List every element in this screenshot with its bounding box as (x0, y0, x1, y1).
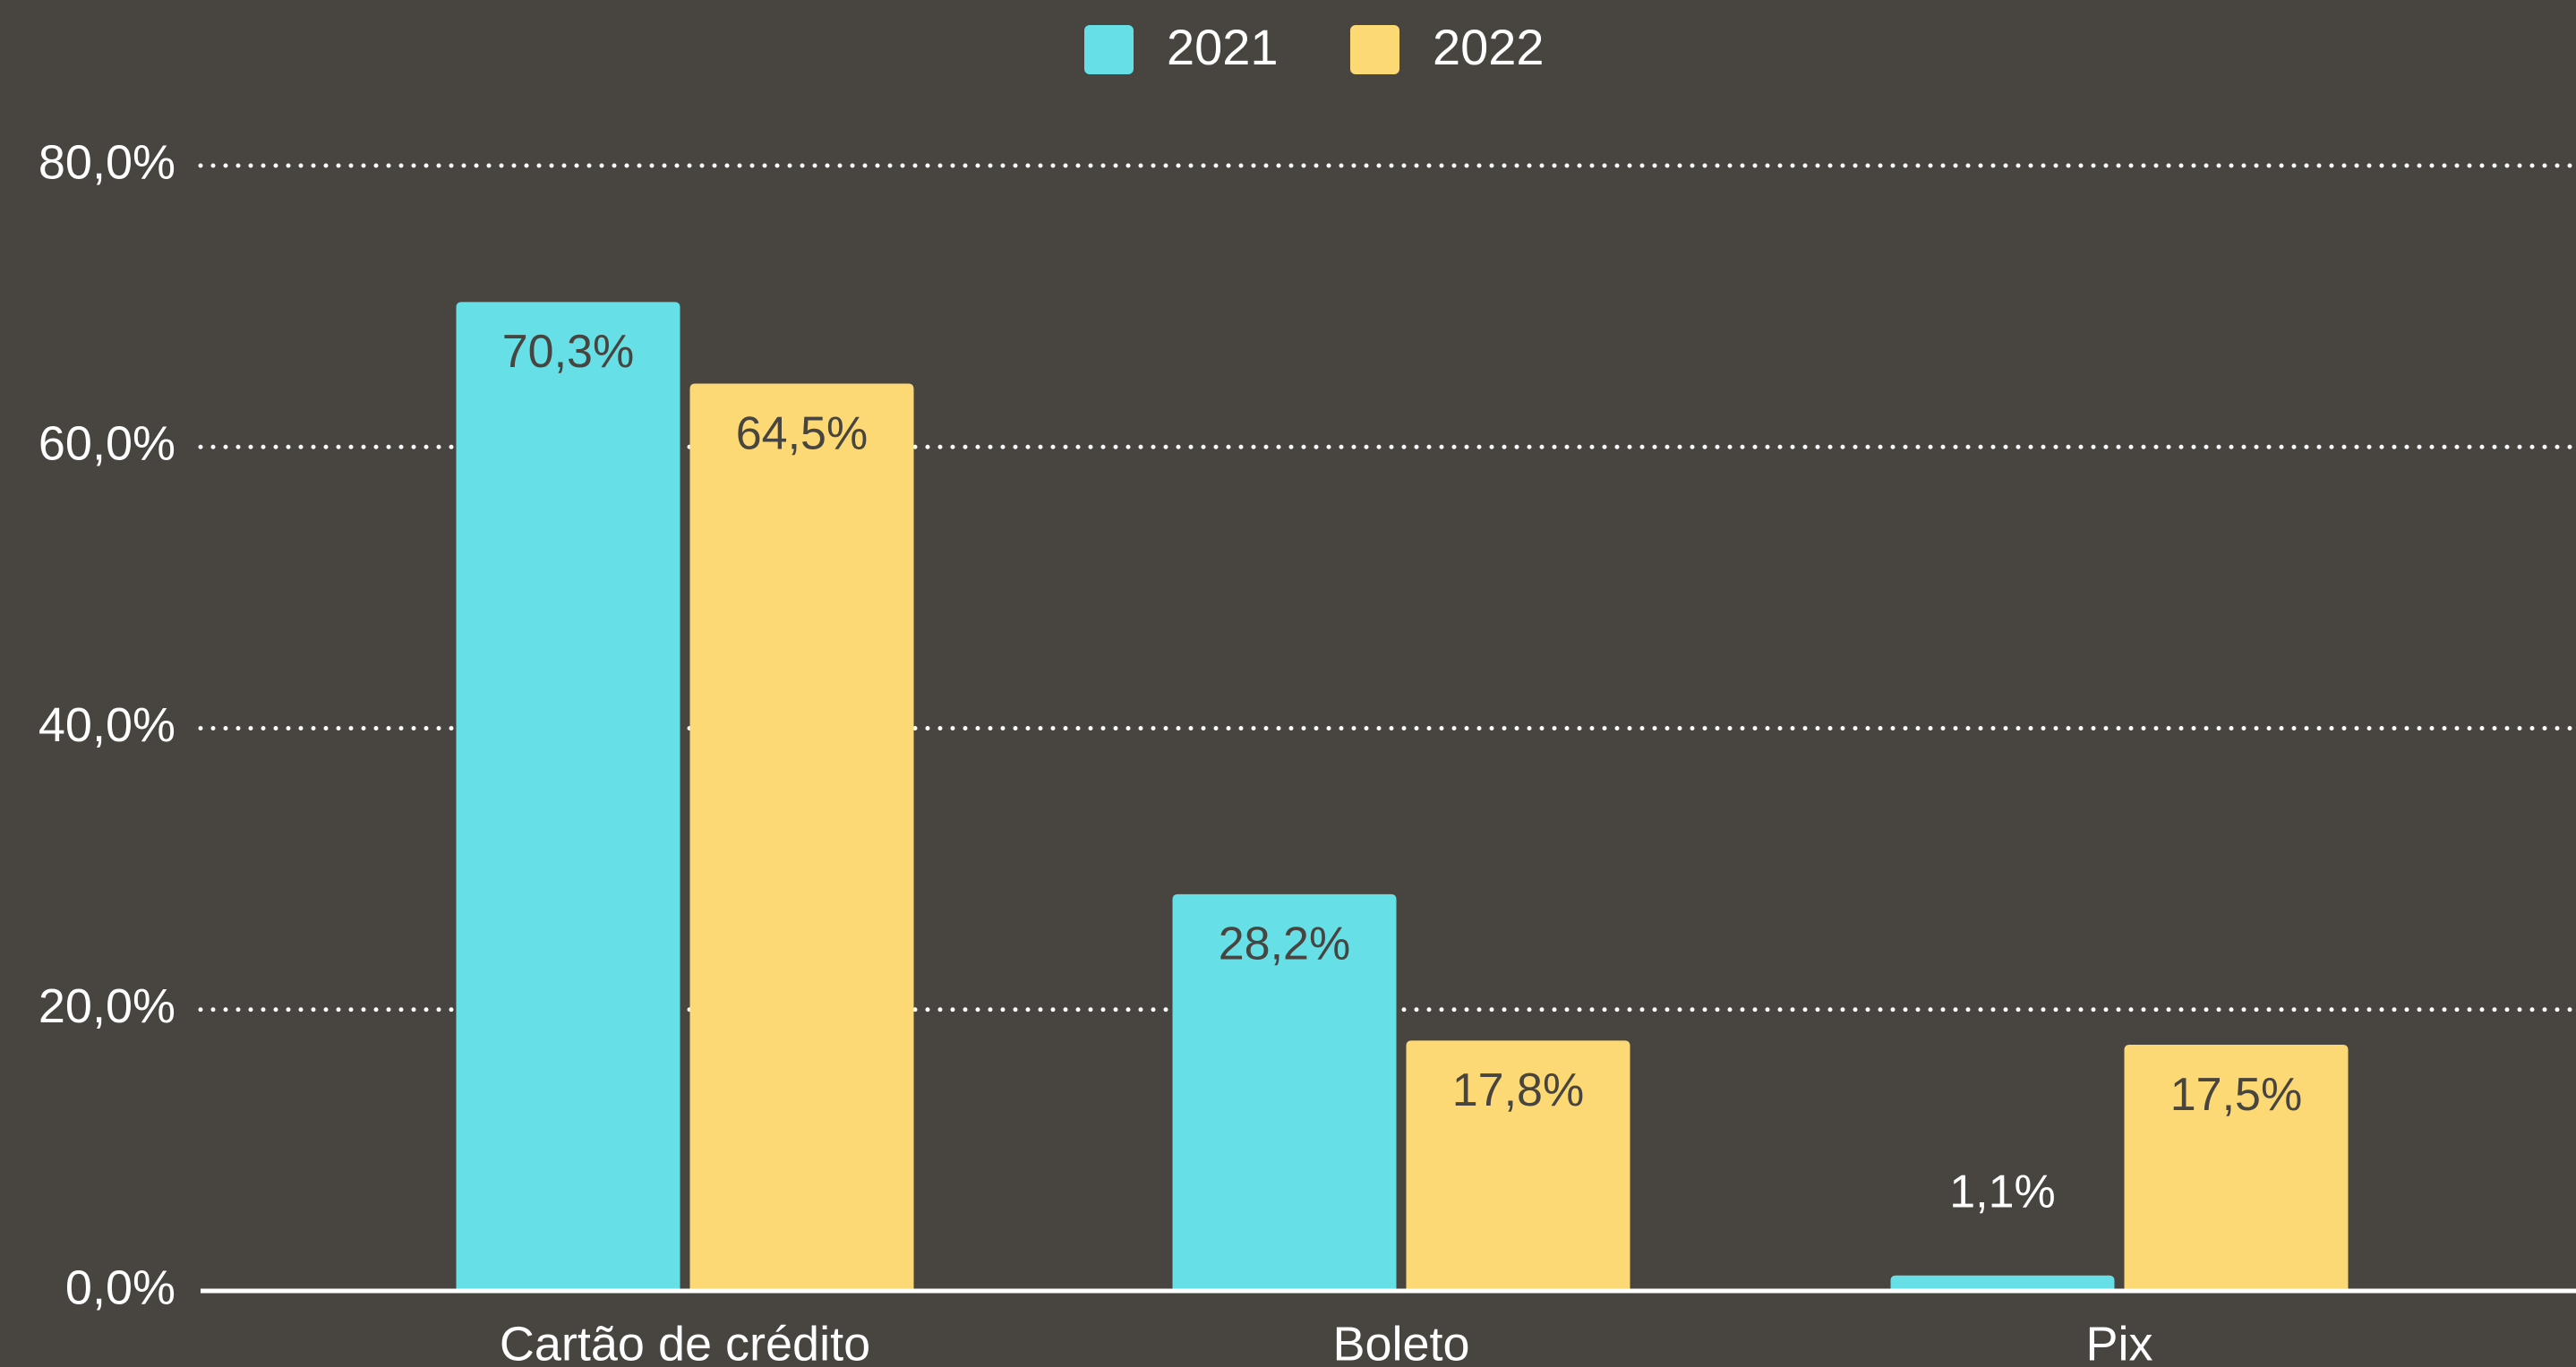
y-tick-label: 0,0% (65, 1260, 175, 1314)
legend-swatch (1350, 25, 1399, 74)
data-label: 64,5% (736, 407, 868, 459)
bar (1172, 893, 1397, 1291)
bar (689, 383, 914, 1291)
x-tick-label: Pix (2085, 1317, 2152, 1367)
y-tick-label: 20,0% (39, 979, 175, 1033)
bar (456, 302, 680, 1291)
y-tick-label: 80,0% (39, 135, 175, 189)
bar (2124, 1045, 2349, 1291)
y-tick-label: 60,0% (39, 417, 175, 471)
data-label: 28,2% (1219, 918, 1350, 970)
y-tick-label: 40,0% (39, 698, 175, 752)
x-tick-label: Cartão de crédito (500, 1317, 870, 1367)
data-label: 70,3% (502, 326, 634, 378)
bar (1890, 1275, 2115, 1291)
data-label: 1,1% (1949, 1166, 2056, 1217)
legend-label: 2021 (1167, 19, 1279, 75)
legend-swatch (1084, 25, 1134, 74)
legend-label: 2022 (1433, 19, 1545, 75)
x-tick-label: Boleto (1332, 1317, 1469, 1367)
data-label: 17,5% (2170, 1069, 2302, 1121)
bar (1406, 1040, 1630, 1291)
data-label: 17,8% (1452, 1064, 1584, 1116)
